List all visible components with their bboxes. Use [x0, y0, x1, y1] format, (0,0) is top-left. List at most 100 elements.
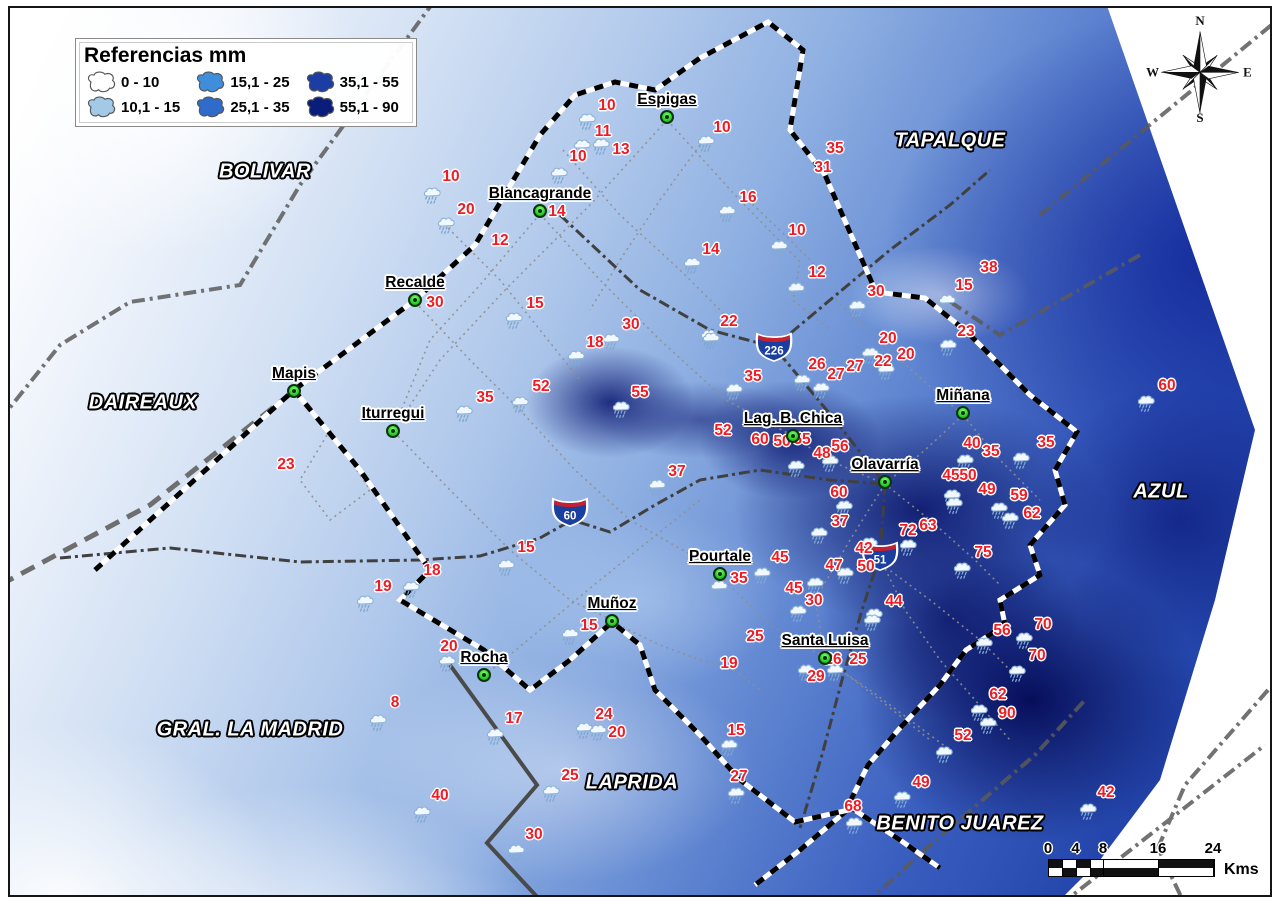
rain-cloud-icon: [770, 240, 788, 258]
rain-icon: [549, 167, 572, 186]
rain-cloud-icon: [956, 454, 974, 472]
compass-rose: N S E W: [1146, 13, 1252, 124]
rain-gauge-value: 22: [720, 313, 738, 330]
rain-gauge-value: 44: [885, 593, 903, 610]
rain-gauge-value: 49: [912, 774, 930, 791]
rain-icon: [834, 500, 857, 519]
region-label-tapalque: TAPALQUE: [894, 129, 1006, 152]
rain-icon: [701, 332, 724, 351]
rain-icon: [709, 580, 732, 599]
scale-bar-ticks: 0 4 8 16 24: [1040, 840, 1270, 859]
rain-gauge-value: 70: [1028, 647, 1046, 664]
rain-icon: [892, 791, 915, 810]
rain-icon: [844, 817, 867, 836]
rain-cloud-icon: [369, 714, 387, 732]
rain-icon: [506, 844, 529, 863]
rain-cloud-icon: [1137, 395, 1155, 413]
rain-cloud-icon: [592, 138, 610, 156]
rain-icon: [485, 728, 508, 747]
rain-gauge-value: 90: [998, 705, 1016, 722]
rain-gauge-value: 38: [980, 259, 998, 276]
route-shield-226: 226: [753, 329, 795, 363]
scale-segment: [1104, 868, 1159, 876]
rain-gauge-value: 50: [857, 558, 875, 575]
rain-icon: [454, 405, 477, 424]
town-label: Santa Luisa: [781, 632, 869, 649]
legend-item: 10,1 - 15: [84, 95, 189, 119]
svg-text:226: 226: [764, 346, 783, 358]
rain-cloud-icon: [356, 595, 374, 613]
rain-icon: [401, 581, 424, 600]
rain-cloud-icon: [589, 724, 607, 742]
legend-title: Referencias mm: [84, 44, 247, 67]
rain-cloud-icon: [806, 577, 824, 595]
rain-icon: [412, 806, 435, 825]
rain-icon: [574, 722, 597, 741]
rain-gauge-value: 40: [963, 435, 981, 452]
rain-cloud-icon: [836, 567, 854, 585]
rain-icon: [510, 396, 533, 415]
rain-cloud-icon: [702, 332, 720, 350]
rain-icon: [820, 455, 843, 474]
rain-icon: [952, 562, 975, 581]
rain-cloud-icon: [602, 333, 620, 351]
legend-item: 35,1 - 55: [303, 70, 408, 94]
rain-gauge-value: 35: [1037, 434, 1055, 451]
rain-gauge-value: 14: [702, 241, 720, 258]
town-label: Recalde: [385, 274, 445, 291]
rain-cloud-icon: [575, 722, 593, 740]
rain-cloud-icon: [683, 257, 701, 275]
town-marker: [408, 293, 422, 307]
rain-cloud-icon: [821, 455, 839, 473]
scale-bar-unit: Kms: [1224, 861, 1259, 878]
rain-cloud-icon: [753, 567, 771, 585]
rain-cloud-icon: [990, 502, 1008, 520]
town-marker: [605, 614, 619, 628]
legend-class-blob: [197, 96, 225, 118]
rain-gauge-value: 15: [517, 539, 535, 556]
rain-cloud-icon: [938, 294, 956, 312]
rural-road-lattice: [299, 119, 1041, 751]
rain-cloud-icon: [727, 787, 745, 805]
rain-icon: [934, 746, 957, 765]
rain-gauge-value: 55: [631, 384, 649, 401]
compass-w: W: [1146, 65, 1159, 80]
scale-bar-graphic: [1048, 859, 1215, 877]
town-marker: [713, 567, 727, 581]
district-limit-solid: [448, 663, 542, 902]
rain-gauge-value: 25: [561, 767, 579, 784]
compass-n: N: [1195, 13, 1205, 28]
rain-gauge-value: 35: [730, 570, 748, 587]
region-label-azul: AZUL: [1133, 480, 1189, 503]
legend-class-blob: [197, 71, 225, 93]
rain-gauge-value: 16: [739, 189, 757, 206]
rain-icon: [969, 704, 992, 723]
rain-gauge-value: 10: [713, 119, 731, 136]
rain-gauge-value: 52: [954, 727, 972, 744]
legend-item-label: 25,1 - 35: [230, 98, 290, 116]
rain-gauge-value: 10: [569, 148, 587, 165]
rain-gauge-value: 10: [442, 168, 460, 185]
scale-segment: [1091, 868, 1104, 876]
rain-cloud-icon: [1015, 632, 1033, 650]
scale-bar: 0 4 8 16 24 Kms: [1040, 840, 1270, 878]
rain-gauge-value: 27: [846, 358, 864, 375]
rain-gauge-value: 23: [957, 323, 975, 340]
rain-gauge-value: 20: [608, 724, 626, 741]
rain-icon: [1136, 395, 1159, 414]
rain-gauge-value: 68: [844, 798, 862, 815]
rain-cloud-icon: [845, 817, 863, 835]
rain-gauge-value: 15: [727, 722, 745, 739]
rain-gauge-value: 62: [1023, 505, 1041, 522]
svg-text:51: 51: [874, 555, 887, 567]
rain-gauge-value: 60: [751, 431, 769, 448]
rain-gauge-value: 56: [993, 622, 1011, 639]
rain-icon: [504, 312, 527, 331]
rain-icon: [788, 605, 811, 624]
rain-icon: [796, 664, 819, 683]
rain-cloud-icon: [697, 135, 715, 153]
rain-gauge-value: 35: [744, 368, 762, 385]
rain-gauge-value: 37: [668, 463, 686, 480]
rain-cloud-icon: [848, 300, 866, 318]
rain-cloud-icon: [573, 139, 591, 157]
